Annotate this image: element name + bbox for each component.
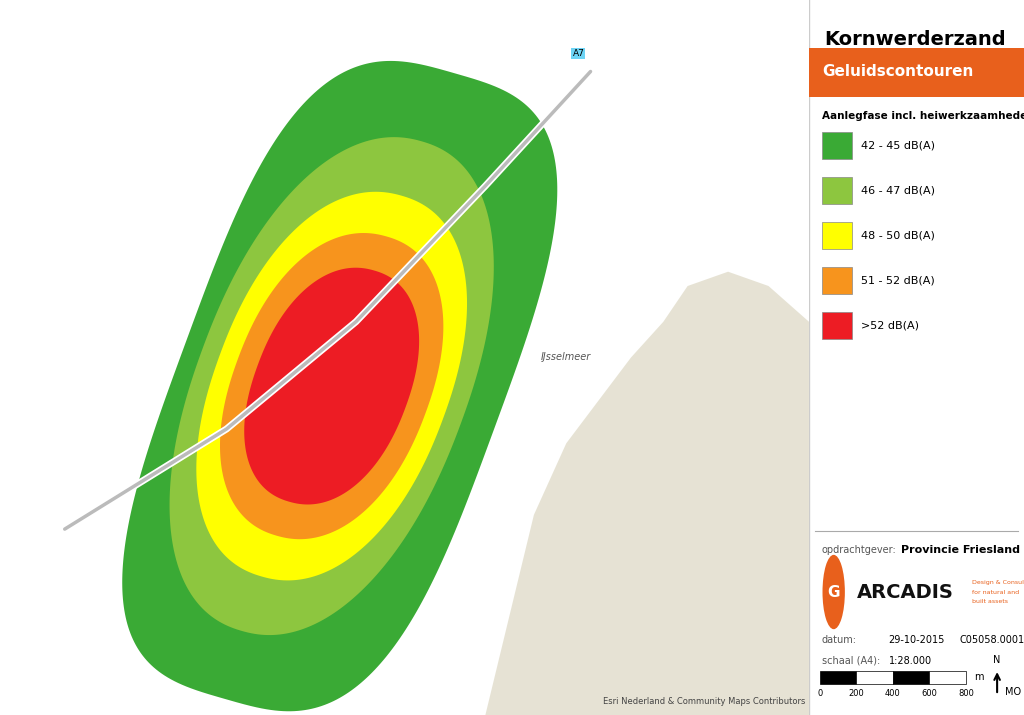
- Bar: [930, 671, 966, 684]
- Text: 29-10-2015: 29-10-2015: [889, 635, 945, 645]
- Text: schaal (A4):: schaal (A4):: [822, 656, 880, 666]
- Text: 800: 800: [958, 689, 974, 698]
- Text: G: G: [827, 585, 840, 599]
- Text: A7: A7: [572, 49, 585, 58]
- Text: 0: 0: [817, 689, 822, 698]
- Text: 1:28.000: 1:28.000: [889, 656, 932, 666]
- Bar: [822, 177, 852, 204]
- Polygon shape: [122, 61, 557, 711]
- Text: 48 - 50 dB(A): 48 - 50 dB(A): [860, 230, 935, 240]
- Text: C05058.000162: C05058.000162: [959, 635, 1024, 645]
- Text: 42 - 45 dB(A): 42 - 45 dB(A): [860, 140, 935, 150]
- Text: Provincie Friesland: Provincie Friesland: [901, 545, 1021, 555]
- Text: Design & Consultancy: Design & Consultancy: [973, 581, 1024, 585]
- Polygon shape: [220, 233, 443, 539]
- Polygon shape: [147, 96, 516, 676]
- Polygon shape: [197, 192, 467, 581]
- Bar: [822, 267, 852, 294]
- Text: Kornwerderzand: Kornwerderzand: [824, 30, 1006, 49]
- Bar: [822, 312, 852, 339]
- Text: m: m: [975, 672, 984, 682]
- Text: Geluidscontouren: Geluidscontouren: [822, 64, 973, 79]
- Polygon shape: [170, 137, 494, 635]
- Text: datum:: datum:: [822, 635, 857, 645]
- Text: >52 dB(A): >52 dB(A): [860, 320, 919, 330]
- Polygon shape: [485, 272, 809, 715]
- Text: Aanlegfase incl. heiwerkzaamheden: Aanlegfase incl. heiwerkzaamheden: [822, 111, 1024, 121]
- Circle shape: [822, 555, 845, 629]
- Text: 400: 400: [885, 689, 901, 698]
- Text: 46 - 47 dB(A): 46 - 47 dB(A): [860, 185, 935, 195]
- Text: 51 - 52 dB(A): 51 - 52 dB(A): [860, 275, 934, 285]
- Bar: [856, 671, 893, 684]
- Text: 200: 200: [849, 689, 864, 698]
- Bar: [819, 671, 856, 684]
- Text: built assets: built assets: [973, 599, 1009, 603]
- Bar: [809, 48, 1024, 97]
- Bar: [822, 132, 852, 159]
- Polygon shape: [244, 267, 419, 505]
- Text: for natural and: for natural and: [973, 590, 1020, 594]
- Text: N: N: [993, 655, 1000, 665]
- Bar: [822, 222, 852, 249]
- Text: Esri Nederland & Community Maps Contributors: Esri Nederland & Community Maps Contribu…: [602, 697, 805, 706]
- Text: ARCADIS: ARCADIS: [857, 583, 954, 601]
- Text: 600: 600: [922, 689, 937, 698]
- Text: MO: MO: [1006, 687, 1021, 697]
- Text: opdrachtgever:: opdrachtgever:: [822, 545, 897, 555]
- Text: IJsselmeer: IJsselmeer: [541, 352, 592, 363]
- Bar: [893, 671, 930, 684]
